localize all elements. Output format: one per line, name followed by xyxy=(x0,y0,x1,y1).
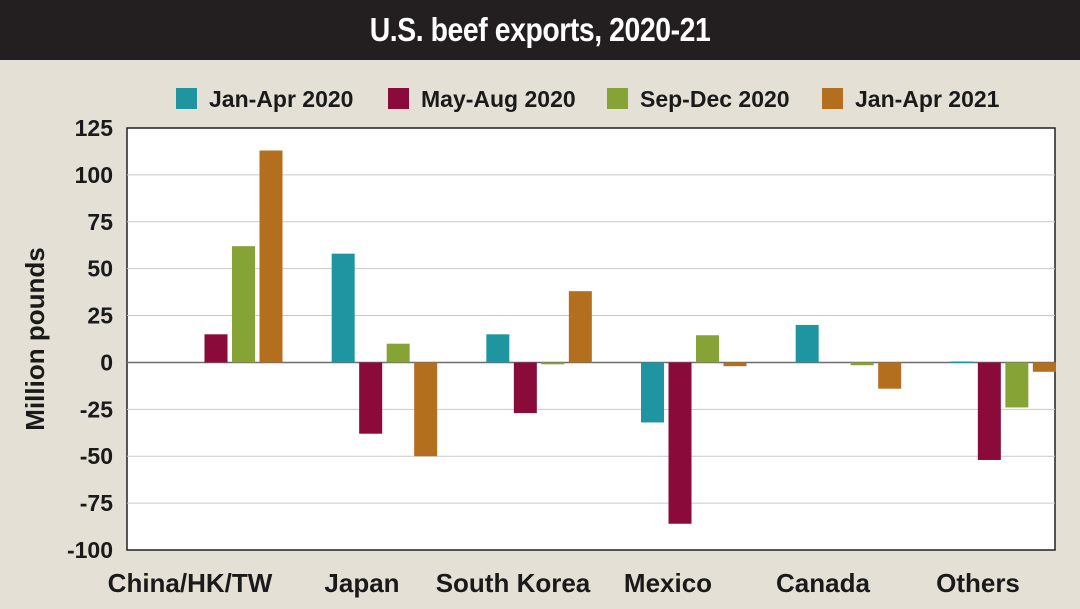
y-tick-label: -50 xyxy=(80,443,113,469)
legend-item: Sep-Dec 2020 xyxy=(607,86,790,112)
y-tick-label: -25 xyxy=(80,396,113,422)
bar xyxy=(386,343,410,363)
bar xyxy=(1005,362,1029,408)
legend-label: Jan-Apr 2020 xyxy=(209,86,353,112)
chart-svg: Jan-Apr 2020 May-Aug 2020 Sep-Dec 2020 Jan-… xyxy=(20,86,1056,598)
y-axis-ticks: 125 100 75 50 25 0 -25 -50 -75 -100 xyxy=(67,115,113,563)
legend-swatch xyxy=(607,88,628,109)
chart-title-bar: U.S. beef exports, 2020-21 xyxy=(0,0,1080,60)
bar xyxy=(414,362,438,457)
bar xyxy=(878,362,902,389)
bar xyxy=(850,362,874,366)
legend-item: Jan-Apr 2020 xyxy=(176,86,353,112)
bar xyxy=(541,362,565,365)
bar xyxy=(513,362,537,414)
chart-title: U.S. beef exports, 2020-21 xyxy=(369,11,711,48)
bar xyxy=(259,150,283,363)
category-label: Others xyxy=(936,568,1020,598)
bar xyxy=(486,334,510,363)
bar xyxy=(977,362,1001,460)
y-tick-label: 125 xyxy=(75,115,114,141)
bar xyxy=(232,246,255,363)
bar xyxy=(723,362,747,367)
bar xyxy=(696,335,719,363)
y-tick-label: 0 xyxy=(100,349,113,375)
y-tick-label: -75 xyxy=(80,490,113,516)
category-label: South Korea xyxy=(436,568,591,598)
legend-swatch xyxy=(388,88,409,109)
legend-swatch xyxy=(176,88,197,109)
category-label: Canada xyxy=(776,568,870,598)
legend-item: Jan-Apr 2021 xyxy=(822,86,1000,112)
legend-swatch xyxy=(822,88,843,109)
y-tick-label: -100 xyxy=(67,537,113,563)
x-axis-categories: China/HK/TW Japan South Korea Mexico Canada O… xyxy=(108,568,1020,598)
bar xyxy=(204,334,228,363)
y-tick-label: 75 xyxy=(87,209,113,235)
bar xyxy=(950,361,974,364)
bar xyxy=(795,324,819,363)
bar xyxy=(668,362,692,524)
y-tick-label: 25 xyxy=(87,303,113,329)
bar xyxy=(568,291,592,363)
bars xyxy=(204,150,1056,524)
y-tick-label: 50 xyxy=(87,256,113,282)
category-label: China/HK/TW xyxy=(108,568,273,598)
y-axis-label: Million pounds xyxy=(20,247,50,430)
legend-label: Jan-Apr 2021 xyxy=(855,86,1000,112)
bar xyxy=(331,253,355,363)
bar xyxy=(359,362,383,434)
legend-item: May-Aug 2020 xyxy=(388,86,576,112)
legend: Jan-Apr 2020 May-Aug 2020 Sep-Dec 2020 Jan-… xyxy=(176,86,1000,112)
legend-label: May-Aug 2020 xyxy=(421,86,576,112)
bar xyxy=(641,362,664,423)
category-label: Japan xyxy=(324,568,399,598)
legend-label: Sep-Dec 2020 xyxy=(640,86,790,112)
category-label: Mexico xyxy=(624,568,712,598)
bar xyxy=(1032,362,1056,372)
y-tick-label: 100 xyxy=(75,162,113,188)
